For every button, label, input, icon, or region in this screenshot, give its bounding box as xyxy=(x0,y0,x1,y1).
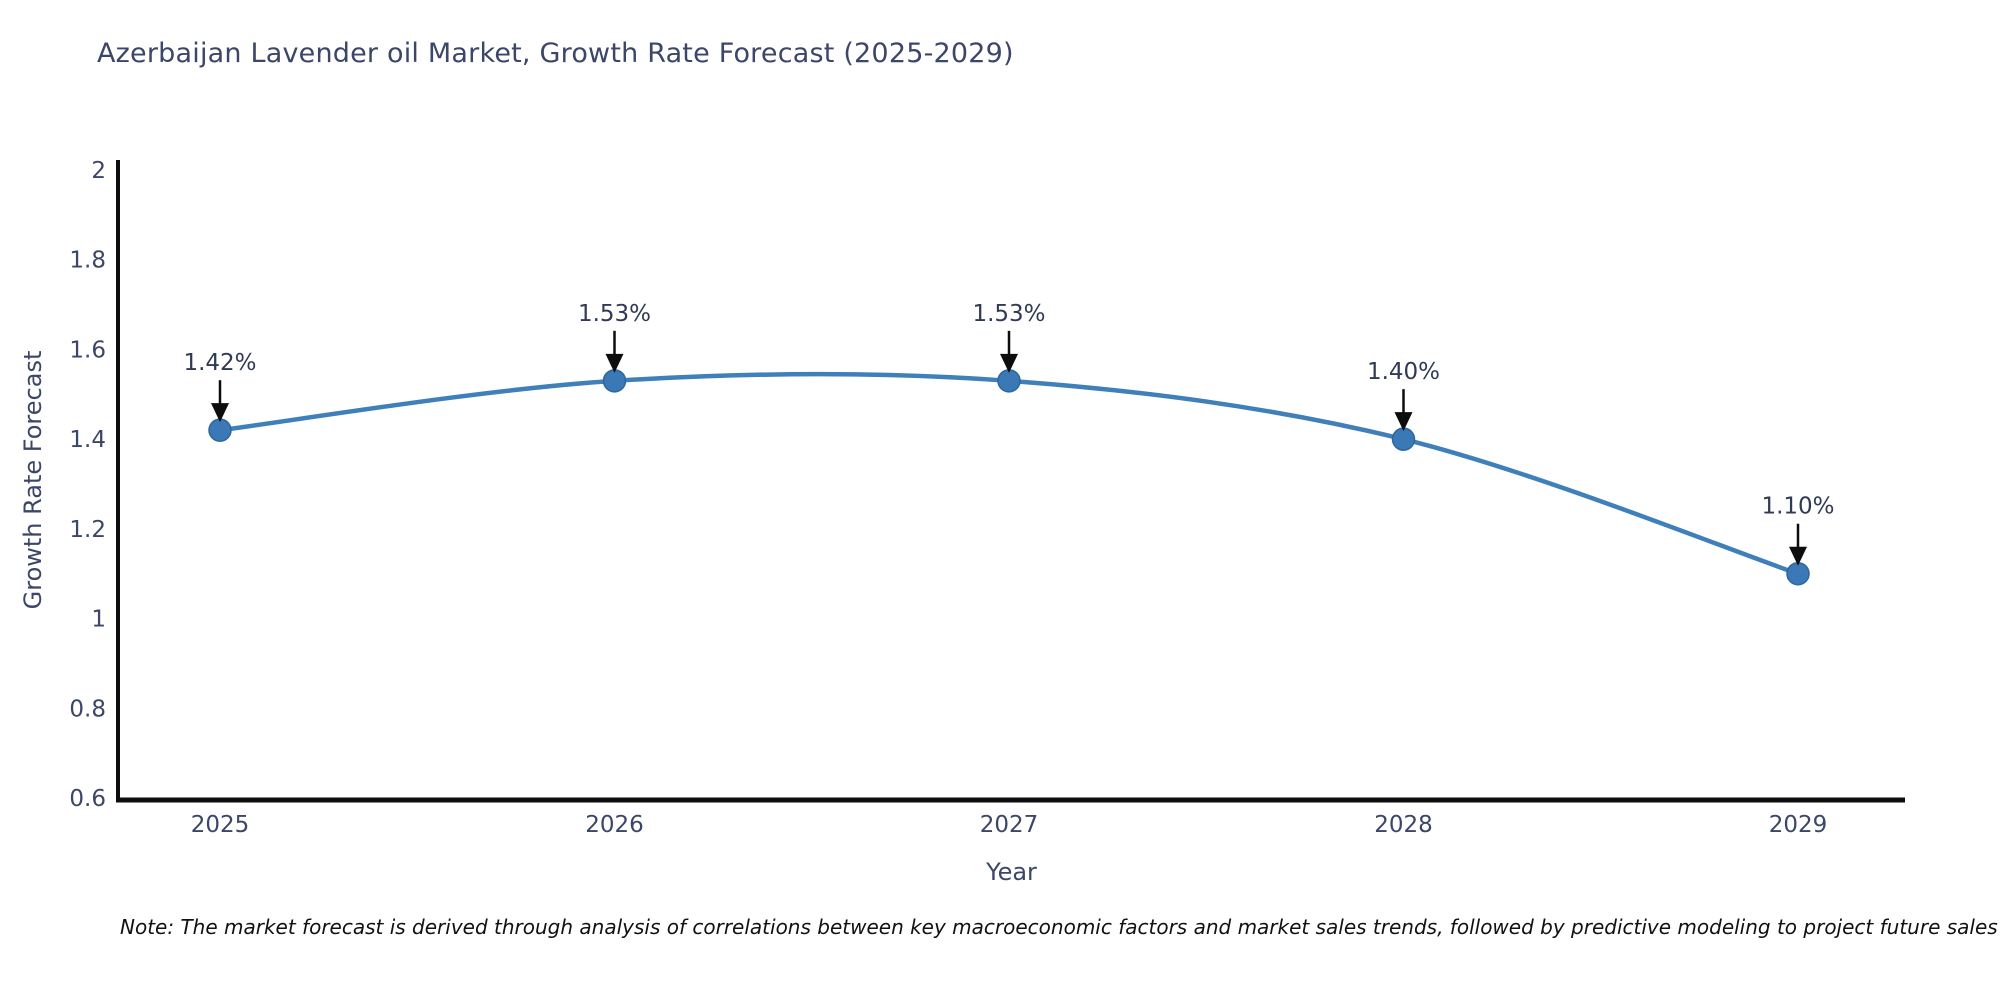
y-tick-label: 1.4 xyxy=(69,427,106,453)
annotation-arrowhead xyxy=(1000,353,1018,373)
x-tick-label: 2027 xyxy=(980,812,1039,838)
x-tick-label: 2029 xyxy=(1769,812,1828,838)
y-tick-label: 1.2 xyxy=(69,517,106,543)
data-point-marker xyxy=(208,418,232,442)
y-tick-label: 0.6 xyxy=(69,786,106,812)
data-point-marker xyxy=(1391,427,1416,451)
y-tick-label: 0.8 xyxy=(69,696,106,722)
annotation-label: 1.53% xyxy=(578,301,651,327)
x-axis-title: Year xyxy=(986,858,1037,886)
annotation-label: 1.40% xyxy=(1367,359,1440,385)
data-point-marker xyxy=(602,369,627,393)
annotation-label: 1.42% xyxy=(183,350,256,376)
chart-title: Azerbaijan Lavender oil Market, Growth R… xyxy=(97,38,1014,69)
y-tick-label: 2 xyxy=(91,158,106,184)
trend-line xyxy=(219,371,1799,576)
data-point-marker xyxy=(997,369,1021,393)
y-tick-label: 1.6 xyxy=(69,337,106,363)
annotation-arrowhead xyxy=(605,353,624,373)
y-tick-label: 1.8 xyxy=(69,248,106,274)
footnote: Note: The market forecast is derived thr… xyxy=(120,915,1998,939)
annotation-label: 1.53% xyxy=(972,301,1045,327)
annotation-arrowhead xyxy=(1789,546,1807,566)
data-point-marker xyxy=(1786,561,1810,586)
annotation-label: 1.10% xyxy=(1761,494,1834,520)
y-tick-label: 1 xyxy=(91,607,106,633)
x-tick-label: 2026 xyxy=(585,812,644,838)
x-tick-label: 2028 xyxy=(1374,812,1433,838)
annotation-arrowhead xyxy=(211,403,229,423)
annotation-arrowhead xyxy=(1394,412,1413,432)
x-tick-label: 2025 xyxy=(191,812,250,838)
